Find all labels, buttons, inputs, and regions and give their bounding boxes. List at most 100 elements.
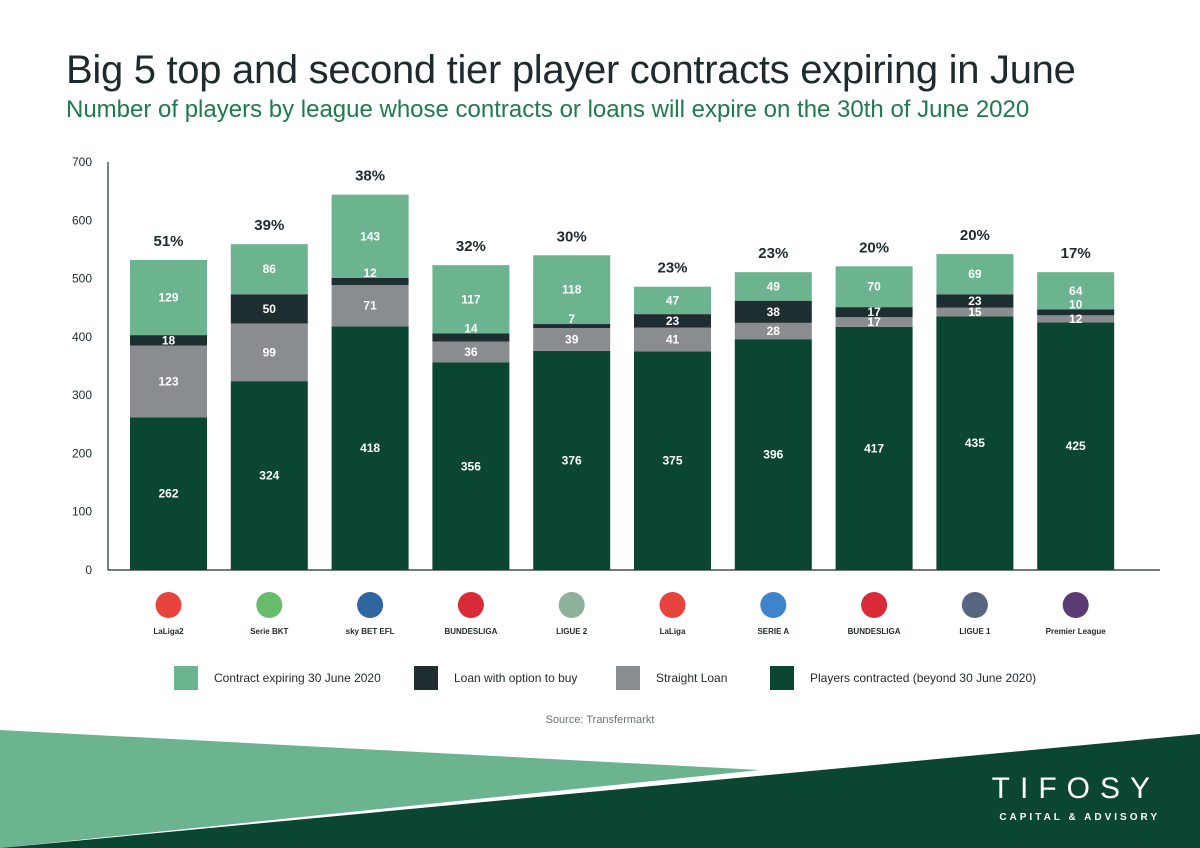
laliga2-logo: LaLiga2 <box>153 592 184 636</box>
data-label: 356 <box>461 459 481 473</box>
data-label: 23 <box>968 294 982 308</box>
y-tick-label: 700 <box>72 155 92 169</box>
data-label: 49 <box>767 279 781 293</box>
bar-segment-straight_loan <box>230 323 308 382</box>
bar-segment-straight_loan <box>130 345 207 418</box>
laliga-logo-text: LaLiga <box>660 627 686 636</box>
data-label: 99 <box>263 345 277 359</box>
percent-label: 39% <box>254 217 284 234</box>
bar-segment-straight_loan <box>1037 315 1115 323</box>
bar-segment-straight_loan <box>936 307 1014 317</box>
bar-segment-loan_option <box>230 294 308 324</box>
bundesliga-2-logo-text: BUNDESLIGA <box>444 627 497 636</box>
ligue-1-logo-text: LIGUE 1 <box>959 627 991 636</box>
bar-segment-loan_option <box>130 335 207 346</box>
bar-segment-loan_option <box>533 324 611 329</box>
data-label: 123 <box>158 374 178 388</box>
legend-label-contract-expiring: Contract expiring 30 June 2020 <box>214 671 381 685</box>
bar-segment-contracted <box>230 381 308 570</box>
y-tick-label: 400 <box>72 330 92 344</box>
bar-segment-straight_loan <box>533 328 611 351</box>
data-label: 47 <box>666 293 680 307</box>
bar-segment-straight_loan <box>331 284 409 327</box>
bundesliga-2-logo: BUNDESLIGA <box>444 592 498 636</box>
data-label: 28 <box>767 324 781 338</box>
data-label: 117 <box>461 292 481 306</box>
legend-swatch-contracted <box>770 666 794 690</box>
bar-segment-contract_expiring <box>533 255 611 325</box>
y-axis: 0 100 200 300 400 500 600 700 <box>72 155 1160 577</box>
chart-title: Big 5 top and second tier player contrac… <box>66 48 1076 92</box>
percent-label: 32% <box>456 238 486 255</box>
data-label: 375 <box>662 454 682 468</box>
serie-bkt-logo: Serie BKT <box>250 592 289 636</box>
data-label: 69 <box>968 267 982 281</box>
percent-label: 23% <box>657 260 687 277</box>
bar-segment-contracted <box>936 316 1014 570</box>
laliga-logo: LaLiga <box>659 592 686 636</box>
brand-tagline: CAPITAL & ADVISORY <box>999 812 1160 823</box>
bar-segment-contract_expiring <box>936 254 1014 295</box>
premier-league-logo: Premier League <box>1046 592 1107 636</box>
percent-label: 17% <box>1061 245 1091 262</box>
percent-label: 20% <box>859 239 889 256</box>
y-tick-label: 500 <box>72 272 92 286</box>
premier-league-logo-text: Premier League <box>1046 627 1107 636</box>
data-label: 417 <box>864 441 884 455</box>
data-label: 12 <box>1069 312 1083 326</box>
stacked-bar-chart: 0 100 200 300 400 500 600 700 262 123 18 129 51% 324… <box>72 155 1160 636</box>
ligue-2-logo-text: LIGUE 2 <box>556 627 588 636</box>
data-label: 118 <box>562 283 582 297</box>
ligue-2-logo: LIGUE 2 <box>556 592 588 636</box>
bar-segment-straight_loan <box>835 317 913 327</box>
data-label: 39 <box>565 332 579 346</box>
percent-label: 38% <box>355 168 385 185</box>
bar-segment-contracted <box>734 339 812 570</box>
data-label: 12 <box>363 266 377 280</box>
brand-logo: TIFOSY CAPITAL & ADVISORY <box>992 772 1160 823</box>
data-label: 14 <box>464 321 478 335</box>
bar-segment-straight_loan <box>734 322 812 340</box>
bar-segment-loan_option <box>835 307 913 318</box>
bar-segment-loan_option <box>634 314 711 328</box>
percent-label: 23% <box>758 245 788 262</box>
data-label: 262 <box>158 487 178 501</box>
legend-swatch-contract-expiring <box>174 666 198 690</box>
bar-segment-loan_option <box>1037 309 1115 316</box>
data-label: 70 <box>867 280 881 294</box>
bar-segment-contract_expiring <box>432 265 510 334</box>
legend-label-contracted: Players contracted (beyond 30 June 2020) <box>810 671 1037 685</box>
serie-a-logo-text: SERIE A <box>757 627 789 636</box>
legend-label-loan-option: Loan with option to buy <box>454 671 578 685</box>
league-logos: LaLiga2 Serie BKT sky BET EFL BUNDESLIGA LIG… <box>153 592 1106 636</box>
data-label: 36 <box>464 345 478 359</box>
serie-a-logo: SERIE A <box>757 592 789 636</box>
data-label: 10 <box>1069 297 1083 311</box>
legend-swatch-straight-loan <box>616 666 640 690</box>
y-tick-label: 200 <box>72 446 92 460</box>
y-tick-label: 0 <box>85 563 92 577</box>
bar-segment-straight_loan <box>634 327 711 352</box>
data-label: 18 <box>162 333 176 347</box>
bar-segment-contract_expiring <box>835 266 913 308</box>
sky-bet-efl-logo-text: sky BET EFL <box>346 627 395 636</box>
bundesliga-logo-text: BUNDESLIGA <box>848 627 901 636</box>
data-label: 324 <box>259 469 279 483</box>
value-labels: 262 123 18 129 51% 324 99 50 86 39% 418 71 12 143 38% 3… <box>153 168 1090 501</box>
data-label: 17 <box>867 315 881 329</box>
bar-segment-loan_option <box>734 300 812 323</box>
bar-segment-contracted <box>835 326 913 570</box>
bar-segment-contracted <box>130 417 207 570</box>
bar-segment-contract_expiring <box>230 244 308 295</box>
data-label: 23 <box>666 314 680 328</box>
bar-segment-straight_loan <box>432 341 510 363</box>
data-label: 71 <box>363 299 377 313</box>
bar-segment-loan_option <box>432 333 510 342</box>
bar-segment-contract_expiring <box>634 286 711 315</box>
data-label: 41 <box>666 332 680 346</box>
bar-segment-contracted <box>634 351 711 570</box>
percent-label: 51% <box>153 233 183 250</box>
source-note: Source: Transfermarkt <box>545 714 655 726</box>
ligue-1-logo: LIGUE 1 <box>959 592 991 636</box>
data-label: 143 <box>360 229 380 243</box>
